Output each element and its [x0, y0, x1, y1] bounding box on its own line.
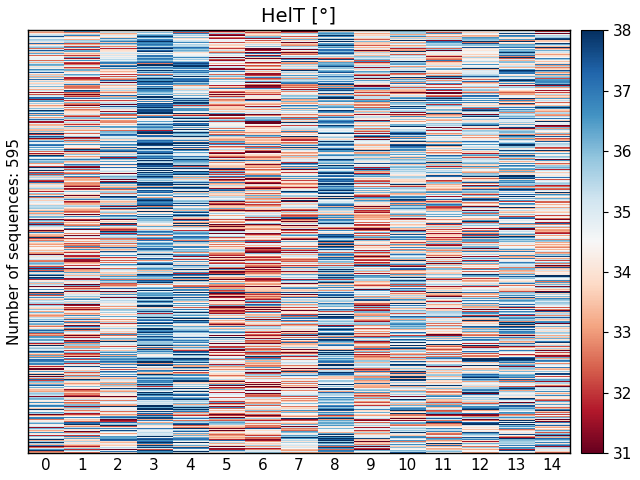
Y-axis label: Number of sequences: 595: Number of sequences: 595 [7, 138, 22, 345]
Title: HelT [°]: HelT [°] [261, 7, 336, 26]
